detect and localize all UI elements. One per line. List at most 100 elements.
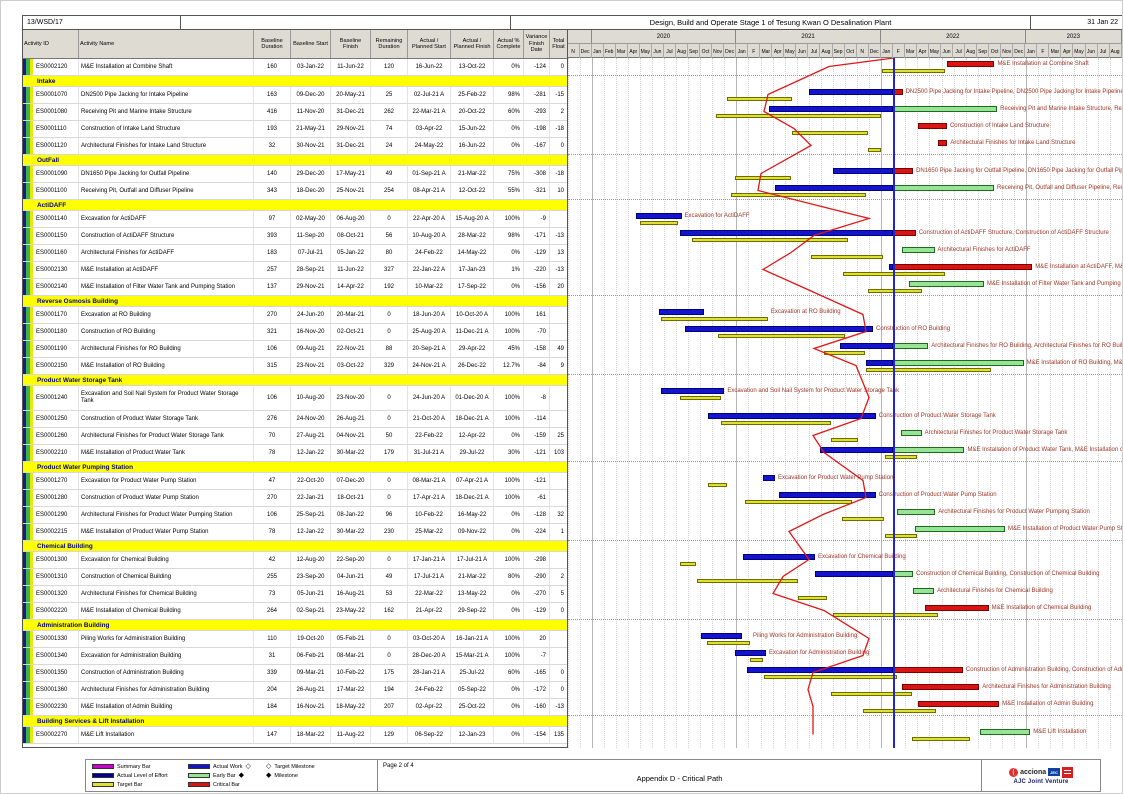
activity-var-cell: -171 bbox=[524, 228, 550, 244]
activity-af-cell: 12-Oct-22 bbox=[451, 183, 494, 199]
activity-as-cell: 17-Apr-21 A bbox=[408, 490, 451, 506]
activity-tf-cell bbox=[550, 307, 567, 323]
wbs-color-strips bbox=[23, 59, 33, 75]
activity-bf-cell: 06-Aug-20 bbox=[331, 211, 371, 227]
activity-rd-cell: 74 bbox=[371, 121, 408, 137]
legend-band: Summary Bar Actual Work ◇ ◇ Target Milesto… bbox=[85, 759, 1101, 792]
gantt-bar-actual bbox=[815, 571, 894, 577]
table-row: ES0001270 Excavation for Product Water Pu… bbox=[23, 473, 567, 490]
level-of-effort-swatch bbox=[92, 773, 114, 778]
activity-rd-cell: 0 bbox=[371, 648, 408, 664]
gantt-bar-label: Architectural Finishes for Chemical Buil… bbox=[937, 587, 1053, 594]
table-row: ES0001100 Receiving Pit, Outfall and Diff… bbox=[23, 183, 567, 200]
activity-pct-cell: 1% bbox=[494, 262, 524, 278]
gantt-bar-target bbox=[744, 499, 852, 504]
legend-item-summary-bar: Summary Bar bbox=[92, 764, 188, 770]
section-header-row: Building Services & Lift Installation bbox=[23, 716, 567, 727]
activity-bs-cell: 21-May-21 bbox=[291, 121, 331, 137]
activity-tf-cell: -18 bbox=[550, 166, 567, 182]
activity-af-cell: 17-Sep-22 bbox=[451, 279, 494, 295]
activity-bs-cell: 24-Jun-20 bbox=[291, 307, 331, 323]
wbs-color-strips bbox=[23, 507, 33, 523]
legend-item-actual-work: Actual Work ◇ bbox=[188, 763, 266, 770]
legend-label: Target Milestone bbox=[274, 763, 315, 770]
gantt-bar-early bbox=[914, 526, 1005, 532]
activity-tf-cell: 20 bbox=[550, 279, 567, 295]
activity-tf-cell bbox=[550, 490, 567, 506]
activity-var-cell: -158 bbox=[524, 341, 550, 357]
activity-af-cell: 29-Jul-22 bbox=[451, 445, 494, 461]
section-header-row: Reverse Osmosis Building bbox=[23, 296, 567, 307]
legend-item-level-of-effort: Actual Level of Effort bbox=[92, 773, 188, 779]
legend-item-target-bar: Target Bar bbox=[92, 782, 188, 788]
month-label: Dec bbox=[724, 44, 737, 59]
activity-bs-cell: 12-Aug-20 bbox=[291, 552, 331, 568]
gantt-bar-label: M&E Installation of Product Water Pump S… bbox=[1007, 525, 1122, 532]
activity-bd-cell: 31 bbox=[254, 648, 291, 664]
gantt-bar-critical bbox=[893, 264, 1033, 270]
activity-af-cell: 17-Jan-23 bbox=[451, 262, 494, 278]
gantt-bar-early bbox=[893, 360, 1024, 366]
activity-tf-cell bbox=[550, 648, 567, 664]
month-label: Aug bbox=[820, 44, 833, 59]
activity-rd-cell: 162 bbox=[371, 603, 408, 619]
gantt-row: Architectural Finishes for Administratio… bbox=[568, 681, 1123, 698]
month-gridline bbox=[700, 58, 702, 748]
activity-bs-cell: 22-Jan-21 bbox=[291, 490, 331, 506]
activity-id-cell: ES0001140 bbox=[23, 211, 79, 227]
activity-bd-cell: 97 bbox=[254, 211, 291, 227]
activity-id-cell: ES0001250 bbox=[23, 411, 79, 427]
wbs-color-strips bbox=[23, 87, 33, 103]
data-date-label: 31 Jan 22 bbox=[1030, 16, 1122, 29]
gantt-bar-label: Architectural Finishes for Administratio… bbox=[982, 683, 1111, 690]
milestone-icon: ◆ bbox=[266, 772, 272, 779]
activity-af-cell: 07-Apr-21 A bbox=[451, 473, 494, 489]
activity-tf-cell: 103 bbox=[550, 445, 567, 461]
activity-tf-cell: 5 bbox=[550, 586, 567, 602]
activity-bf-cell: 08-Jan-22 bbox=[331, 507, 371, 523]
gantt-bar-target bbox=[798, 595, 827, 600]
activity-bd-cell: 270 bbox=[254, 490, 291, 506]
activity-bs-cell: 02-Sep-21 bbox=[291, 603, 331, 619]
activity-rd-cell: 262 bbox=[371, 104, 408, 120]
activity-bf-cell: 23-Nov-20 bbox=[331, 386, 371, 410]
activity-id-cell: ES0001350 bbox=[23, 665, 79, 681]
activity-rd-cell: 56 bbox=[371, 228, 408, 244]
activity-af-cell: 13-Oct-22 bbox=[451, 59, 494, 75]
table-row: ES0001110 Construction of Intake Land Str… bbox=[23, 121, 567, 138]
month-label: F bbox=[1037, 44, 1050, 59]
activity-var-cell: -224 bbox=[524, 524, 550, 540]
activity-tf-cell bbox=[550, 552, 567, 568]
gantt-bar-target bbox=[862, 708, 937, 713]
month-label: N bbox=[568, 44, 580, 59]
activity-bf-cell: 03-Oct-22 bbox=[331, 358, 371, 374]
gantt-bar-early bbox=[913, 588, 935, 594]
gantt-bar-target bbox=[721, 420, 831, 425]
activity-pct-cell: 0% bbox=[494, 682, 524, 698]
activity-as-cell: 17-Jan-21 A bbox=[408, 552, 451, 568]
year-label bbox=[568, 30, 592, 43]
gantt-bar-target bbox=[865, 367, 991, 372]
gantt-bar-target bbox=[881, 68, 946, 73]
gantt-bar-actual bbox=[763, 475, 775, 481]
activity-bf-cell: 04-Jun-21 bbox=[331, 569, 371, 585]
activity-as-cell: 22-Mar-22 bbox=[408, 586, 451, 602]
activity-tf-cell bbox=[550, 386, 567, 410]
cscec-logo-icon bbox=[1061, 766, 1073, 778]
activity-bf-cell: 11-Aug-22 bbox=[331, 727, 371, 743]
activity-af-cell: 18-Dec-21 A bbox=[451, 411, 494, 427]
activity-bf-cell: 29-Nov-21 bbox=[331, 121, 371, 137]
gantt-bar-label: Excavation and Soil Nail System for Prod… bbox=[727, 387, 900, 394]
activity-bf-cell: 05-Jan-22 bbox=[331, 245, 371, 261]
activity-pct-cell: 80% bbox=[494, 569, 524, 585]
activity-bd-cell: 183 bbox=[254, 245, 291, 261]
month-gridline bbox=[1062, 58, 1064, 748]
month-gridline bbox=[736, 58, 738, 748]
gantt-bar-label: Construction of Product Water Pump Stati… bbox=[878, 491, 997, 498]
report-sheet: 13/WSD/17 Design, Build and Operate Stag… bbox=[22, 15, 1123, 748]
activity-bf-cell: 31-Dec-21 bbox=[331, 138, 371, 154]
activity-af-cell: 11-Dec-21 A bbox=[451, 324, 494, 340]
gantt-row: Excavation for Chemical Building bbox=[568, 551, 1123, 568]
activity-var-cell: -198 bbox=[524, 121, 550, 137]
month-label: Jul bbox=[953, 44, 966, 59]
